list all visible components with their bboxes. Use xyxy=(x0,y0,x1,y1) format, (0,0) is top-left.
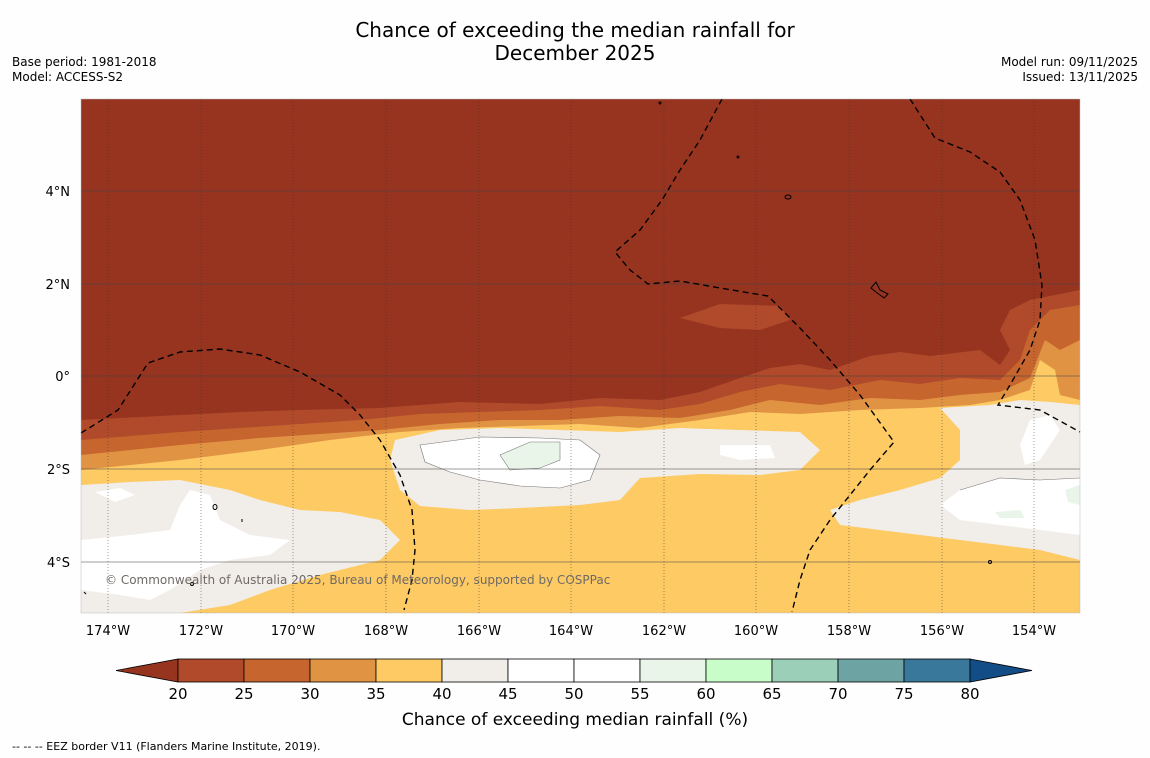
y-axis-labels: 4°N 2°N 0° 2°S 4°S xyxy=(46,185,71,571)
colorbar-segment xyxy=(639,658,707,683)
colorbar: 20 25 30 35 40 45 50 55 60 65 70 75 80 xyxy=(115,658,1033,703)
model-run: Model run: 09/11/2025 xyxy=(1000,55,1138,69)
x-tick-168w: 168°W xyxy=(364,624,408,639)
colorbar-tick-label: 20 xyxy=(168,685,187,703)
colorbar-tick-label: 55 xyxy=(630,685,649,703)
map-title: Chance of exceeding the median rainfall … xyxy=(0,19,1150,65)
x-tick-172w: 172°W xyxy=(179,624,223,639)
base-period: Base period: 1981-2018 xyxy=(12,55,157,69)
colorbar-segment xyxy=(771,658,839,683)
colorbar-segment xyxy=(309,658,377,683)
colorbar-extend-high xyxy=(969,658,1033,683)
contour-layers xyxy=(81,99,1080,613)
colorbar-title: Chance of exceeding median rainfall (%) xyxy=(401,710,749,730)
colorbar-segment xyxy=(507,658,575,683)
x-tick-164w: 164°W xyxy=(549,624,593,639)
model-name: Model: ACCESS-S2 xyxy=(12,70,124,84)
colorbar-tick-label: 60 xyxy=(696,685,715,703)
band-45-55 xyxy=(81,415,1080,600)
colorbar-tick-label: 35 xyxy=(366,685,385,703)
map-frame xyxy=(80,98,1081,614)
title-line-2: December 2025 xyxy=(494,41,656,65)
colorbar-tick-label: 45 xyxy=(498,685,517,703)
x-tick-162w: 162°W xyxy=(642,624,686,639)
band-55-60 xyxy=(500,442,1080,518)
colorbar-extend-low xyxy=(115,658,179,683)
y-tick-2s: 2°S xyxy=(47,463,70,478)
colorbar-tick-label: 80 xyxy=(960,685,979,703)
colorbar-tick-label: 25 xyxy=(234,685,253,703)
band-40-45 xyxy=(81,400,1080,613)
colorbar-segment xyxy=(243,658,311,683)
x-tick-174w: 174°W xyxy=(86,624,130,639)
colorbar-segment xyxy=(903,658,971,683)
colorbar-tick-label: 30 xyxy=(300,685,319,703)
colorbar-segment xyxy=(705,658,773,683)
colorbar-segment xyxy=(375,658,443,683)
x-tick-158w: 158°W xyxy=(827,624,871,639)
x-tick-166w: 166°W xyxy=(457,624,501,639)
latitude-lines xyxy=(81,190,1080,563)
contour-line-45 xyxy=(419,436,601,489)
colorbar-segment xyxy=(177,658,245,683)
colorbar-tick-label: 40 xyxy=(432,685,451,703)
eez-borders xyxy=(80,98,1081,613)
colorbar-segment xyxy=(441,658,509,683)
islands xyxy=(83,101,992,595)
x-tick-154w: 154°W xyxy=(1012,624,1056,639)
meta-left: Base period: 1981-2018 Model: ACCESS-S2 xyxy=(12,55,157,85)
colorbar-segment xyxy=(837,658,905,683)
copyright-text: © Commonwealth of Australia 2025, Bureau… xyxy=(105,573,610,587)
y-tick-0: 0° xyxy=(55,370,70,385)
x-tick-170w: 170°W xyxy=(271,624,315,639)
issued-date: Issued: 13/11/2025 xyxy=(1022,70,1138,84)
contour-line-55 xyxy=(499,441,1080,491)
colorbar-tick-label: 50 xyxy=(564,685,583,703)
x-tick-160w: 160°W xyxy=(734,624,778,639)
x-tick-156w: 156°W xyxy=(920,624,964,639)
colorbar-tick-label: 70 xyxy=(828,685,847,703)
meta-right: Model run: 09/11/2025 Issued: 13/11/2025 xyxy=(1001,55,1138,85)
colorbar-tick-label: 75 xyxy=(894,685,913,703)
title-line-1: Chance of exceeding the median rainfall … xyxy=(355,18,795,42)
eez-footnote: -- -- -- EEZ border V11 (Flanders Marine… xyxy=(12,740,321,753)
y-tick-2n: 2°N xyxy=(46,278,71,293)
x-axis-labels: 174°W 172°W 170°W 168°W 166°W 164°W 162°… xyxy=(86,624,1056,639)
colorbar-segment xyxy=(573,658,641,683)
y-tick-4s: 4°S xyxy=(47,556,70,571)
colorbar-tick-label: 65 xyxy=(762,685,781,703)
y-tick-4n: 4°N xyxy=(46,185,71,200)
